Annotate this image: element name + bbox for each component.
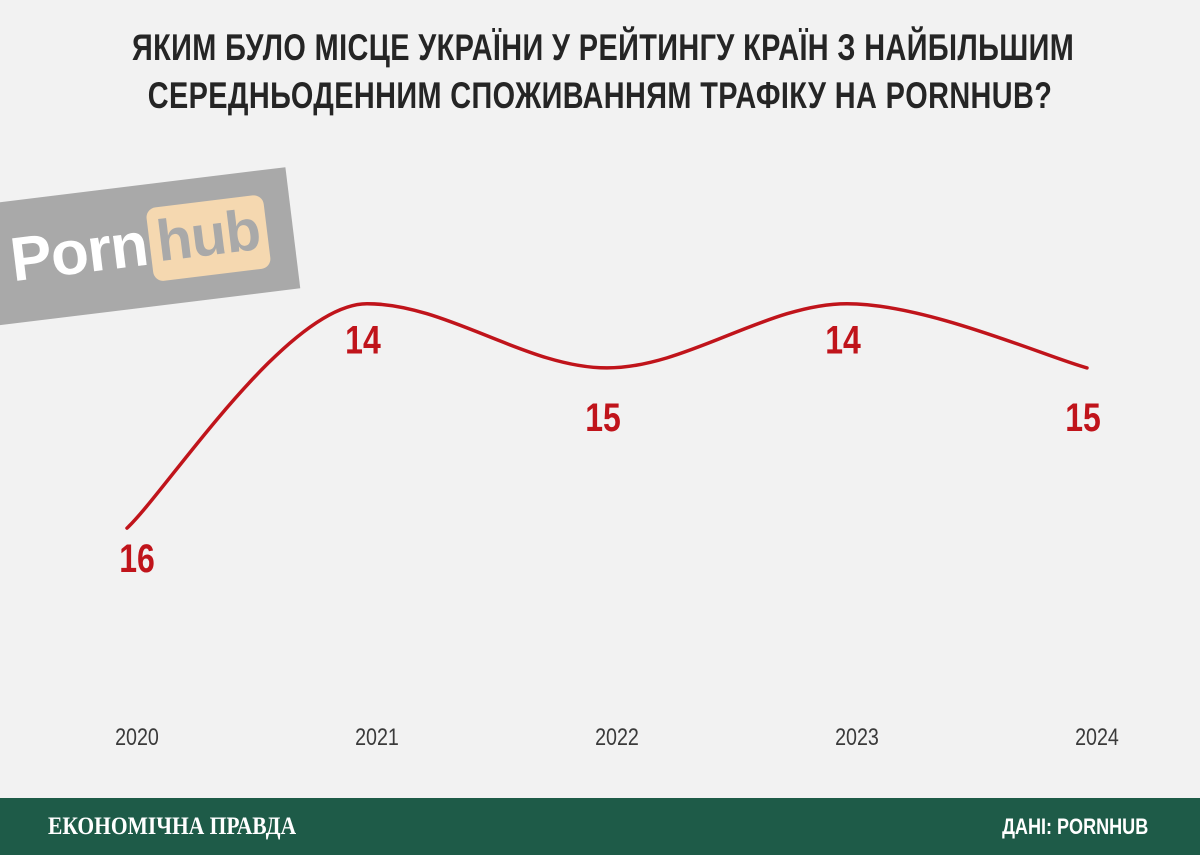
data-label-2022: 15: [585, 394, 621, 439]
x-tick-label-2020: 2020: [115, 723, 159, 750]
x-tick-label-2021: 2021: [355, 723, 399, 750]
series-line: [125, 301, 1089, 530]
chart-title-line-2: СЕРЕДНЬОДЕННИМ СПОЖИВАННЯМ ТРАФІКУ НА PO…: [147, 75, 1053, 116]
data-label-2020: 16: [119, 536, 155, 581]
x-tick-label-2022: 2022: [595, 723, 639, 750]
x-axis-tick-labels: 2020 2021 2022 2023 2024: [115, 723, 1119, 750]
x-tick-label-2024: 2024: [1075, 723, 1119, 750]
data-label-2021: 14: [345, 317, 381, 362]
chart-title: ЯКИМ БУЛО МІСЦЕ УКРАЇНИ У РЕЙТИНГУ КРАЇН…: [0, 24, 1200, 120]
footer-bar: ЕКОНОМІЧНА ПРАВДА ДАНІ: PORNHUB: [0, 798, 1200, 855]
data-label-2024: 15: [1065, 394, 1101, 439]
line-chart: 16 14 15 14 15 2020 2021 2022 2023 2024: [115, 301, 1119, 750]
publisher-brand: ЕКОНОМІЧНА ПРАВДА: [48, 813, 297, 840]
data-source: ДАНІ: PORNHUB: [1001, 814, 1148, 839]
x-tick-label-2023: 2023: [835, 723, 879, 750]
chart-title-line-1: ЯКИМ БУЛО МІСЦЕ УКРАЇНИ У РЕЙТИНГУ КРАЇН…: [132, 27, 1075, 68]
data-label-2023: 14: [825, 317, 861, 362]
value-labels: 16 14 15 14 15: [119, 317, 1101, 581]
